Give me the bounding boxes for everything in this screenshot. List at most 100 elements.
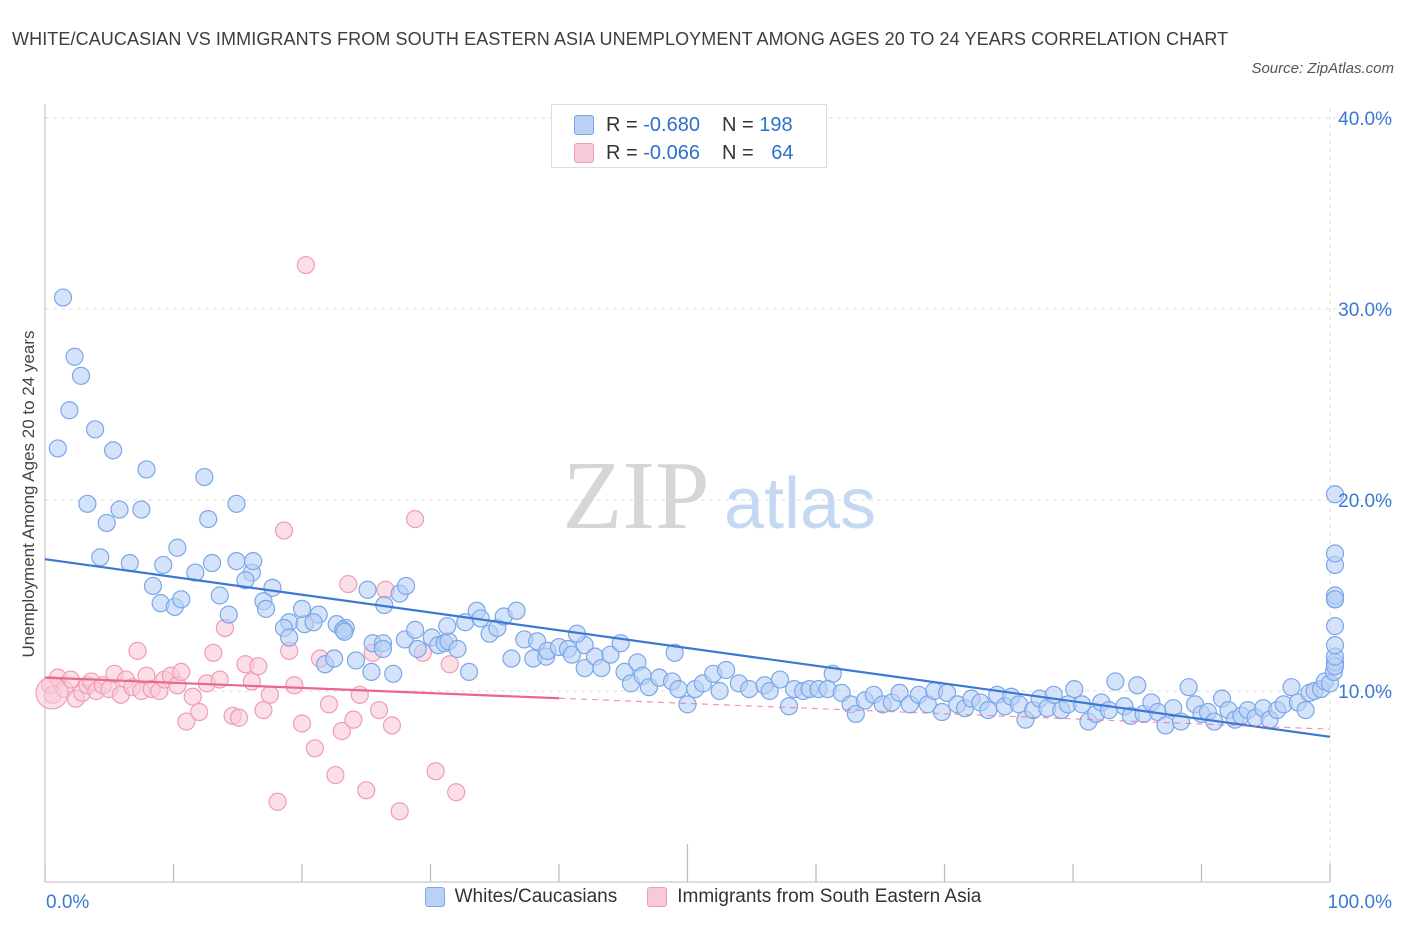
- point-whites: [143, 576, 163, 596]
- point-immigrants: [172, 662, 191, 682]
- stats-swatch-immigrants: [574, 143, 594, 163]
- point-immigrants: [326, 765, 345, 785]
- point-immigrants: [242, 672, 261, 691]
- point-whites: [459, 662, 479, 682]
- point-whites: [562, 645, 581, 664]
- source-label: Source: ZipAtlas.com: [1251, 60, 1394, 77]
- point-immigrants: [285, 676, 304, 695]
- point-whites: [408, 639, 427, 659]
- point-whites: [665, 643, 684, 662]
- point-whites: [280, 628, 299, 647]
- trend-line-immigrants: [44, 676, 560, 700]
- point-whites: [890, 683, 909, 703]
- point-immigrants: [319, 695, 339, 714]
- point-immigrants: [128, 641, 147, 660]
- point-whites: [1106, 672, 1125, 691]
- point-whites: [244, 552, 263, 571]
- point-whites: [716, 660, 736, 680]
- point-whites: [292, 599, 312, 618]
- point-whites: [137, 460, 156, 479]
- point-whites: [168, 538, 187, 557]
- trend-line-immigrants-extension: [558, 697, 1331, 730]
- point-whites: [1282, 678, 1301, 697]
- point-whites: [740, 679, 759, 699]
- point-immigrants: [229, 708, 249, 727]
- point-immigrants: [292, 714, 312, 733]
- trend-line-whites: [44, 558, 1331, 738]
- point-immigrants: [183, 687, 202, 706]
- point-immigrants: [332, 722, 351, 741]
- point-immigrants: [344, 710, 363, 729]
- point-immigrants: [405, 509, 425, 529]
- y-tick-label: 20.0%: [1338, 491, 1392, 512]
- tick-labels: 10.0% 20.0% 30.0% 40.0% 0.0% 100.0%: [46, 109, 1392, 913]
- point-immigrants: [177, 712, 196, 731]
- point-whites: [219, 605, 238, 624]
- stats-n-label: N =: [721, 141, 754, 164]
- legend-item-whites[interactable]: Whites/Caucasians: [424, 886, 617, 908]
- stats-swatch-whites: [574, 115, 594, 135]
- stats-n-label: N =: [721, 113, 754, 136]
- point-whites: [384, 664, 403, 683]
- point-immigrants: [268, 792, 287, 811]
- point-whites: [669, 679, 688, 699]
- point-whites: [53, 288, 73, 307]
- point-whites: [91, 548, 110, 567]
- point-whites: [1099, 700, 1119, 720]
- point-whites: [438, 616, 457, 636]
- point-whites: [1325, 590, 1345, 609]
- point-whites: [1179, 678, 1198, 697]
- point-whites: [405, 620, 425, 639]
- point-whites: [760, 681, 779, 701]
- point-whites: [132, 500, 151, 519]
- point-whites: [1128, 676, 1147, 695]
- y-tick-label: 30.0%: [1338, 300, 1392, 321]
- point-whites: [172, 590, 191, 609]
- bottom-legend: Whites/Caucasians Immigrants from South …: [0, 886, 1406, 908]
- legend-swatch-immigrants: [647, 887, 668, 907]
- watermark-atlas: atlas: [724, 464, 876, 544]
- y-tick-label: 10.0%: [1338, 682, 1392, 703]
- point-whites: [601, 645, 620, 664]
- grid-lines: [45, 108, 1392, 882]
- point-whites: [448, 639, 467, 659]
- stats-r-label: R =: [606, 141, 638, 164]
- point-whites: [154, 555, 173, 575]
- point-whites: [86, 420, 105, 439]
- point-immigrants-cluster: [35, 676, 69, 710]
- point-immigrants: [254, 700, 273, 720]
- point-whites: [304, 613, 323, 632]
- point-immigrants: [382, 716, 402, 735]
- point-immigrants: [190, 702, 209, 722]
- point-immigrants: [296, 255, 315, 275]
- stats-row-immigrants: R = -0.066 N = 64: [574, 140, 793, 166]
- point-whites: [396, 576, 416, 596]
- point-immigrants: [274, 521, 294, 540]
- point-immigrants: [447, 783, 466, 802]
- point-immigrants: [440, 655, 459, 674]
- point-whites: [779, 697, 799, 716]
- axes: [44, 104, 1331, 883]
- y-axis-label: Unemployment Among Ages 20 to 24 years: [19, 331, 38, 658]
- point-whites: [346, 651, 366, 670]
- point-whites: [1325, 485, 1345, 504]
- legend-item-immigrants[interactable]: Immigrants from South Eastern Asia: [647, 886, 981, 908]
- legend-swatch-whites: [424, 887, 445, 907]
- y-tick-label: 40.0%: [1338, 109, 1392, 130]
- point-immigrants: [426, 762, 445, 781]
- point-whites: [362, 662, 381, 682]
- watermark-zip: ZIP: [563, 442, 710, 550]
- point-whites: [502, 649, 521, 668]
- stats-n-value: 64: [771, 141, 794, 164]
- x-tick-label: 0.0%: [46, 892, 89, 913]
- point-whites: [202, 553, 222, 573]
- legend-label-immigrants: Immigrants from South Eastern Asia: [677, 886, 982, 907]
- series-immigrants-points: [35, 255, 466, 821]
- point-immigrants: [350, 685, 369, 704]
- point-whites: [592, 658, 611, 678]
- point-whites: [1325, 636, 1345, 655]
- point-whites: [1296, 700, 1315, 720]
- point-whites: [110, 500, 129, 519]
- point-whites: [120, 553, 139, 573]
- point-whites: [78, 494, 97, 513]
